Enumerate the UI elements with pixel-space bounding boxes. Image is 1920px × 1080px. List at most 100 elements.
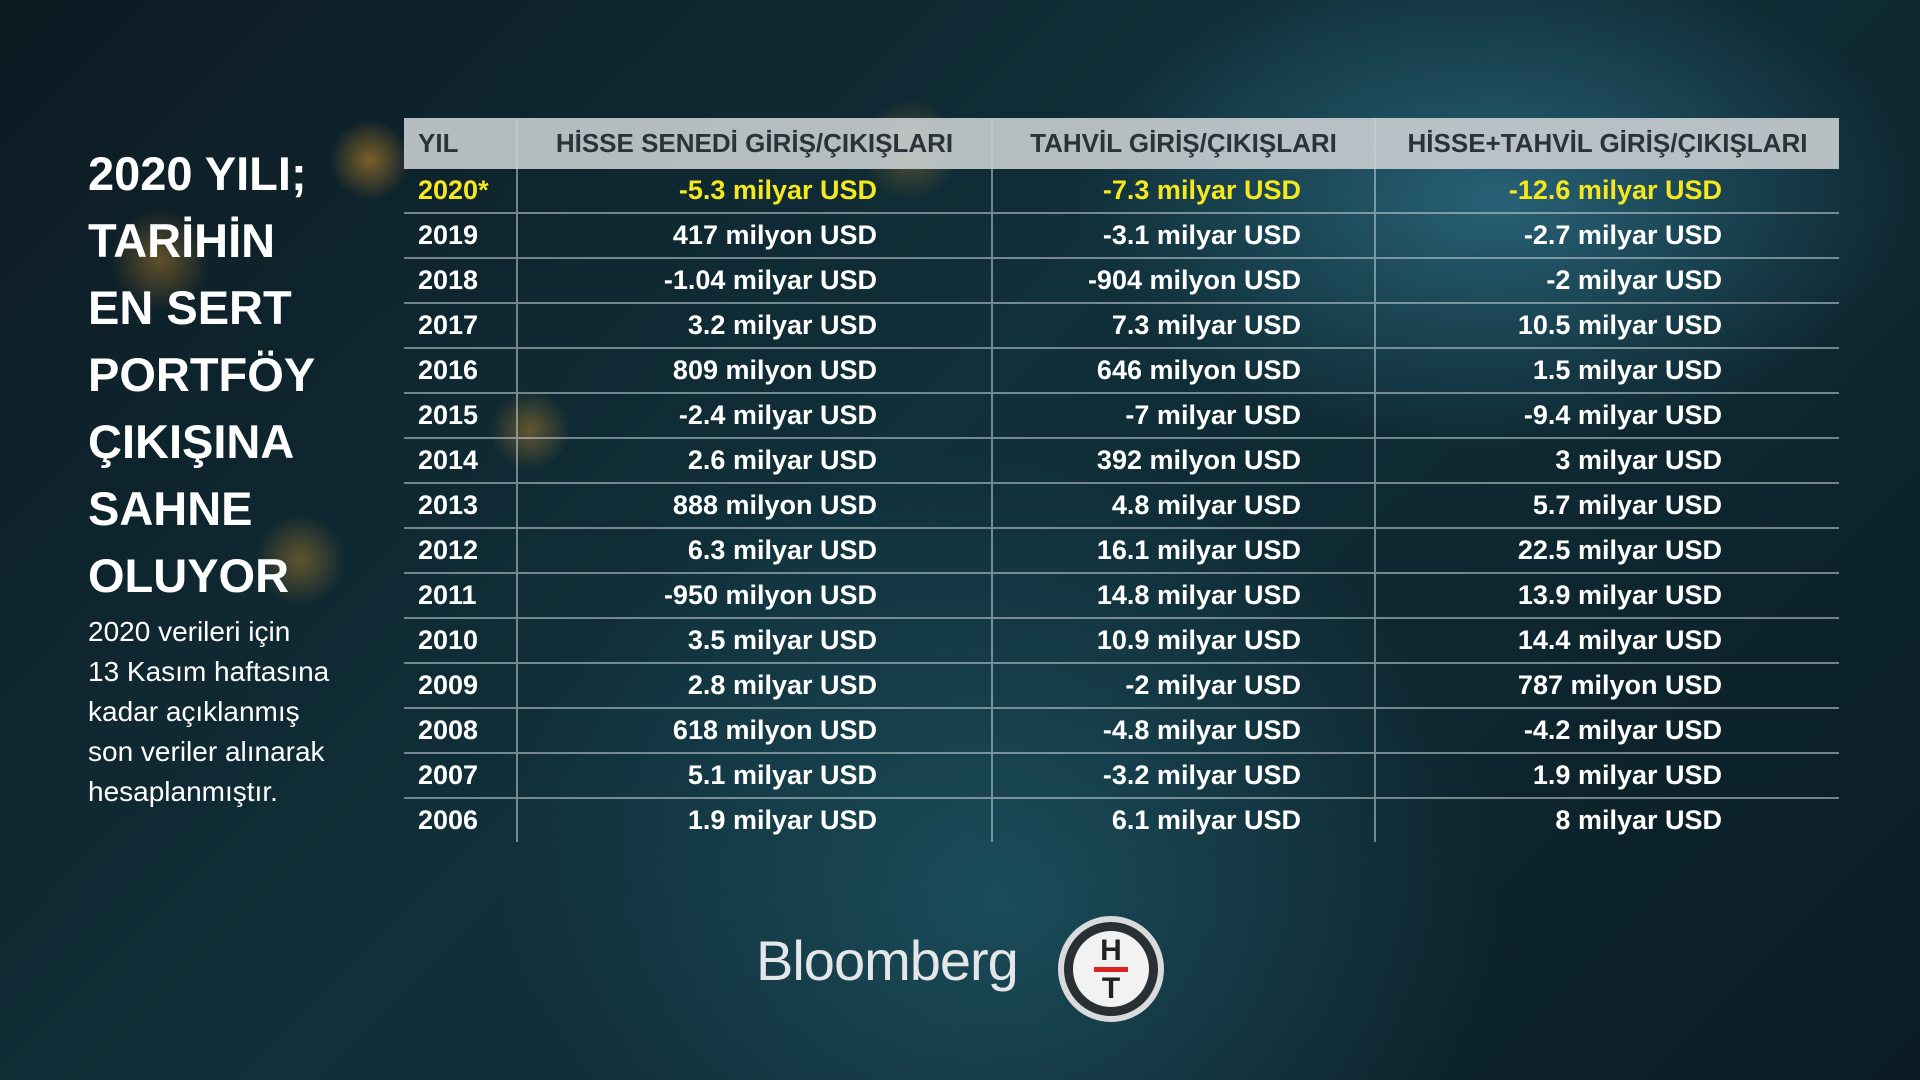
value-cell: -12.6 milyar USD <box>1374 169 1839 214</box>
column-header: HİSSE SENEDİ GİRİŞ/ÇIKIŞLARI <box>516 118 992 169</box>
value-cell: 6.1 milyar USD <box>991 798 1375 842</box>
value-cell: -4.8 milyar USD <box>991 708 1375 754</box>
logo-letter: H <box>1100 934 1122 967</box>
value-cell: 5.1 milyar USD <box>516 753 992 799</box>
year-cell: 2007 <box>404 753 517 799</box>
value-cell: -2 milyar USD <box>991 663 1375 709</box>
value-cell: 10.5 milyar USD <box>1374 303 1839 349</box>
value-cell: 888 milyon USD <box>516 483 992 529</box>
value-cell: 1.9 milyar USD <box>516 798 992 842</box>
table-row: 2017 3.2 milyar USD 7.3 milyar USD 10.5 mil… <box>404 303 1839 349</box>
logo-text: Bloomberg <box>756 929 1019 992</box>
value-cell: -3.2 milyar USD <box>991 753 1375 799</box>
table-row: 2020* -5.3 milyar USD -7.3 milyar USD -12.6… <box>404 169 1839 214</box>
value-cell: 417 milyon USD <box>516 213 992 259</box>
table-row: 2007 5.1 milyar USD -3.2 milyar USD 1.9 mil… <box>404 753 1839 799</box>
year-cell: 2011 <box>404 573 517 619</box>
data-table: YIL HİSSE SENEDİ GİRİŞ/ÇIKIŞLARI TAHVİL Gİ… <box>404 118 1839 842</box>
value-cell: -950 milyon USD <box>516 573 992 619</box>
value-cell: 618 milyon USD <box>516 708 992 754</box>
year-cell: 2009 <box>404 663 517 709</box>
value-cell: -4.2 milyar USD <box>1374 708 1839 754</box>
value-cell: 22.5 milyar USD <box>1374 528 1839 574</box>
year-cell: 2018 <box>404 258 517 304</box>
year-cell: 2017 <box>404 303 517 349</box>
value-cell: -7 milyar USD <box>991 393 1375 439</box>
value-cell: 8 milyar USD <box>1374 798 1839 842</box>
table-row: 2015 -2.4 milyar USD -7 milyar USD -9.4 mil… <box>404 393 1839 439</box>
year-cell: 2013 <box>404 483 517 529</box>
column-header: TAHVİL GİRİŞ/ÇIKIŞLARI <box>991 118 1375 169</box>
note: 2020 verileri için 13 Kasım haftasına kada… <box>88 612 329 812</box>
note-line: 13 Kasım haftasına <box>88 656 330 687</box>
value-cell: 2.8 milyar USD <box>516 663 992 709</box>
value-cell: 3.5 milyar USD <box>516 618 992 664</box>
value-cell: -7.3 milyar USD <box>991 169 1375 214</box>
value-cell: 1.5 milyar USD <box>1374 348 1839 394</box>
table-row: 2009 2.8 milyar USD -2 milyar USD 787 milyo… <box>404 663 1839 709</box>
table-row: 2011 -950 milyon USD 14.8 milyar USD 13.9 m… <box>404 573 1839 619</box>
value-cell: 7.3 milyar USD <box>991 303 1375 349</box>
note-line: kadar açıklanmış <box>88 696 300 727</box>
value-cell: -9.4 milyar USD <box>1374 393 1839 439</box>
value-cell: 14.8 milyar USD <box>991 573 1375 619</box>
column-header: YIL <box>404 118 517 169</box>
year-cell: 2015 <box>404 393 517 439</box>
year-cell: 2019 <box>404 213 517 259</box>
value-cell: 14.4 milyar USD <box>1374 618 1839 664</box>
logo-letter: T <box>1102 972 1120 1005</box>
value-cell: -904 milyon USD <box>991 258 1375 304</box>
title: 2020 YILI; TARİHİN EN SERT PORTFÖY ÇIKIŞINA S… <box>88 140 315 609</box>
value-cell: -1.04 milyar USD <box>516 258 992 304</box>
year-cell: 2006 <box>418 805 479 835</box>
table-row: 2010 3.5 milyar USD 10.9 milyar USD 14.4 mi… <box>404 618 1839 664</box>
year-cell: 2008 <box>404 708 517 754</box>
table-body: 2020* -5.3 milyar USD -7.3 milyar USD -12.6… <box>404 169 1839 842</box>
table-row: 2014 2.6 milyar USD 392 milyon USD 3 milyar… <box>404 438 1839 484</box>
value-cell: 6.3 milyar USD <box>516 528 992 574</box>
value-cell: -3.1 milyar USD <box>991 213 1375 259</box>
value-cell: -5.3 milyar USD <box>516 169 992 214</box>
value-cell: 13.9 milyar USD <box>1374 573 1839 619</box>
value-cell: 2.6 milyar USD <box>516 438 992 484</box>
column-header: HİSSE+TAHVİL GİRİŞ/ÇIKIŞLARI <box>1374 118 1839 169</box>
logo-bar <box>1094 967 1128 972</box>
value-cell: 10.9 milyar USD <box>991 618 1375 664</box>
year-cell: 2012 <box>404 528 517 574</box>
table-row: 2019 417 milyon USD -3.1 milyar USD -2.7 mi… <box>404 213 1839 259</box>
value-cell: 809 milyon USD <box>516 348 992 394</box>
title-line: PORTFÖY <box>88 348 316 401</box>
year-cell: 2020* <box>404 169 517 214</box>
title-line: ÇIKIŞINA <box>88 415 295 468</box>
title-line: 2020 YILI; <box>88 147 307 200</box>
year-cell: 2016 <box>404 348 517 394</box>
value-cell: 1.9 milyar USD <box>1374 753 1839 799</box>
title-line: OLUYOR <box>88 549 290 602</box>
note-line: son veriler alınarak <box>88 736 325 767</box>
title-line: EN SERT <box>88 281 292 334</box>
value-cell: -2 milyar USD <box>1374 258 1839 304</box>
value-cell: 4.8 milyar USD <box>991 483 1375 529</box>
value-cell: 787 milyon USD <box>1374 663 1839 709</box>
header-row: YIL HİSSE SENEDİ GİRİŞ/ÇIKIŞLARI TAHVİL Gİ… <box>404 118 1839 169</box>
table-row: 2013 888 milyon USD 4.8 milyar USD 5.7 mily… <box>404 483 1839 529</box>
value-cell: -2.4 milyar USD <box>516 393 992 439</box>
logo-mark: H T <box>1058 916 1164 1022</box>
value-cell: -2.7 milyar USD <box>1374 213 1839 259</box>
value-cell: 3 milyar USD <box>1374 438 1839 484</box>
table-row: 2018 -1.04 milyar USD -904 milyon USD -2 mi… <box>404 258 1839 304</box>
title-line: TARİHİN <box>88 214 276 267</box>
note-line: 2020 verileri için <box>88 616 291 647</box>
value-cell: 3.2 milyar USD <box>516 303 992 349</box>
value-cell: 5.7 milyar USD <box>1374 483 1839 529</box>
value-cell: 16.1 milyar USD <box>991 528 1375 574</box>
title-line: SAHNE <box>88 482 253 535</box>
table-row: 2016 809 milyon USD 646 milyon USD 1.5 mily… <box>404 348 1839 394</box>
year-cell: 2014 <box>404 438 517 484</box>
year-cell: 2010 <box>404 618 517 664</box>
value-cell: 392 milyon USD <box>991 438 1375 484</box>
table-row: 2012 6.3 milyar USD 16.1 milyar USD 22.5 mi… <box>404 528 1839 574</box>
table-row: 2008 618 milyon USD -4.8 milyar USD -4.2 mi… <box>404 708 1839 754</box>
note-line: hesaplanmıştır. <box>88 776 278 807</box>
